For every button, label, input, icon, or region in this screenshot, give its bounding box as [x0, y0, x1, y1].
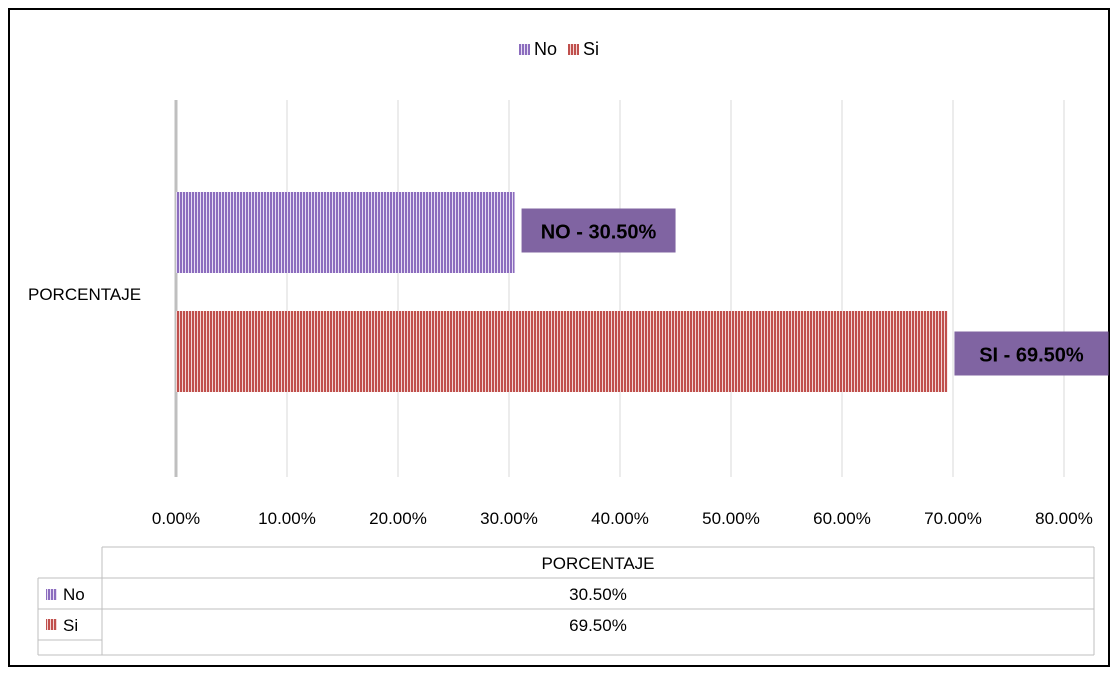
table-row-value-no: 30.50% — [569, 585, 627, 604]
legend-item-no: No — [518, 39, 557, 60]
legend-swatch-no — [518, 44, 530, 55]
table-row-label-si: Si — [63, 616, 78, 635]
table-swatch-si — [46, 619, 57, 630]
x-tick-label: 20.00% — [369, 509, 427, 528]
table-swatch-no — [46, 589, 57, 600]
x-tick-label: 60.00% — [813, 509, 871, 528]
table-row-label-no: No — [63, 585, 85, 604]
data-label-no: NO - 30.50% — [541, 222, 657, 244]
data-label-si: SI - 69.50% — [979, 345, 1084, 367]
legend-swatch-si — [568, 44, 579, 55]
bar-no — [176, 192, 515, 273]
x-tick-label: 80.00% — [1035, 509, 1093, 528]
legend-label-no: No — [533, 39, 557, 59]
table-header: PORCENTAJE — [541, 554, 654, 573]
x-tick-label: 0.00% — [152, 509, 200, 528]
legend: No Si — [0, 39, 1118, 60]
x-tick-label: 40.00% — [591, 509, 649, 528]
data-table: PORCENTAJE No 30.50% Si 69.50% — [37, 546, 1095, 656]
data-label-box-no — [521, 208, 676, 253]
x-tick-label: 30.00% — [480, 509, 538, 528]
data-label-box-si — [954, 331, 1109, 376]
x-tick-label: 10.00% — [258, 509, 316, 528]
x-tick-label: 70.00% — [924, 509, 982, 528]
legend-item-si: Si — [568, 39, 599, 60]
legend-label-si: Si — [583, 39, 600, 59]
x-tick-label: 50.00% — [702, 509, 760, 528]
bar-si — [176, 311, 948, 392]
category-label: PORCENTAJE — [28, 285, 141, 304]
table-row-value-si: 69.50% — [569, 616, 627, 635]
